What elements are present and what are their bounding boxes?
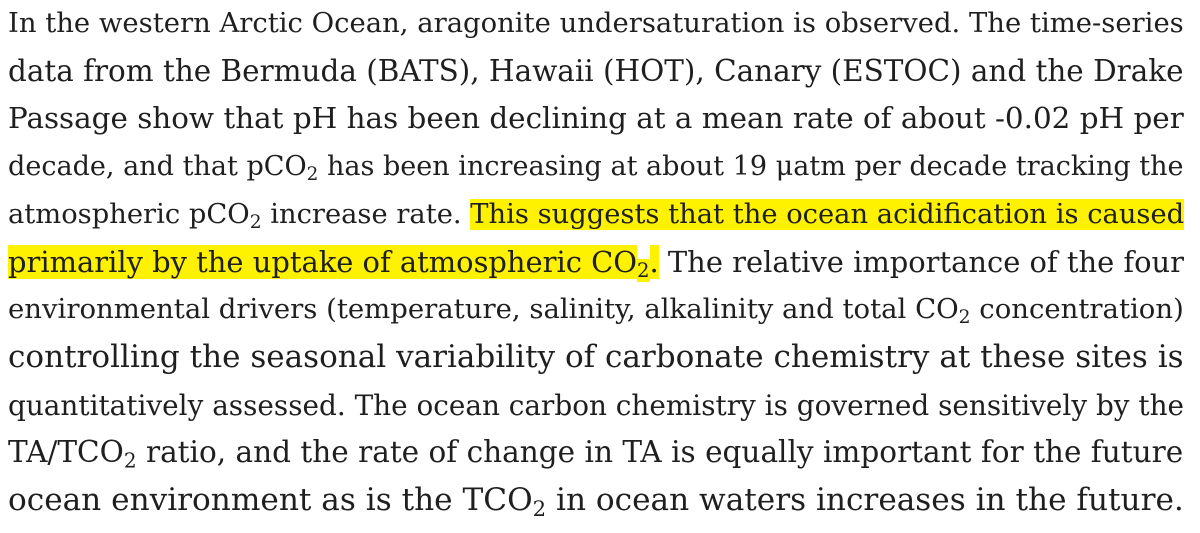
text-segment: The relative importance of the four	[658, 244, 1184, 279]
text-line: In the western Arctic Ocean, aragonite u…	[8, 0, 1184, 47]
text-segment: Passage show that pH has been declining …	[8, 101, 1184, 136]
text-line: environmental drivers (temperature, sali…	[8, 286, 1184, 333]
highlighted-text: 2	[636, 259, 650, 282]
text-segment: ratio, and the rate of change in TA is e…	[136, 435, 1184, 470]
text-segment: ocean environment as is the TCO	[8, 482, 533, 518]
text-segment: In the western Arctic Ocean, aragonite u…	[8, 8, 1184, 39]
subscript-text: 2	[249, 212, 262, 233]
text-segment: controlling the seasonal variability of …	[8, 338, 1184, 375]
highlighted-text: This suggests that the ocean acidificati…	[470, 198, 1185, 230]
subscript-text: 2	[958, 307, 971, 329]
text-segment: decade, and that pCO	[8, 151, 307, 183]
text-line: quantitatively assessed. The ocean carbo…	[8, 382, 1184, 429]
text-line: Passage show that pH has been declining …	[8, 95, 1184, 142]
text-line: data from the Bermuda (BATS), Hawaii (HO…	[8, 48, 1184, 95]
text-line: controlling the seasonal variability of …	[8, 334, 1184, 381]
subscript-text: 2	[306, 164, 319, 186]
subscript-text: 2	[532, 495, 547, 521]
highlighted-text: primarily by the uptake of atmospheric C…	[8, 244, 637, 279]
text-line: primarily by the uptake of atmospheric C…	[8, 239, 1184, 286]
text-line: TA/TCO2 ratio, and the rate of change in…	[8, 429, 1183, 476]
text-segment: quantitatively assessed. The ocean carbo…	[8, 388, 1185, 422]
text-segment: environmental drivers (temperature, sali…	[8, 293, 959, 326]
text-line: ocean environment as is the TCO2 in ocea…	[8, 477, 1184, 524]
text-line: decade, and that pCO2 has been increasin…	[8, 143, 1184, 190]
text-segment: increase rate.	[261, 198, 471, 230]
text-segment: has been increasing at about 19 μatm per…	[318, 151, 1184, 183]
text-segment: in ocean waters increases in the future.	[546, 482, 1184, 518]
text-segment: data from the Bermuda (BATS), Hawaii (HO…	[8, 53, 1184, 88]
text-segment: atmospheric pCO	[8, 198, 250, 230]
subscript-text: 2	[123, 448, 137, 473]
text-line: atmospheric pCO2 increase rate. This sug…	[8, 191, 1185, 238]
text-segment: concentration)	[970, 293, 1184, 326]
text-segment: TA/TCO	[8, 435, 124, 470]
highlighted-text: .	[649, 244, 659, 279]
